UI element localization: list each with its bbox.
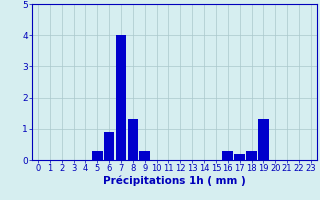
Bar [104,132,115,160]
Bar [246,151,257,160]
Bar [258,119,269,160]
Bar [140,151,150,160]
Bar [92,151,103,160]
X-axis label: Précipitations 1h ( mm ): Précipitations 1h ( mm ) [103,176,246,186]
Bar [222,151,233,160]
Bar [128,119,138,160]
Bar [116,35,126,160]
Bar [234,154,245,160]
